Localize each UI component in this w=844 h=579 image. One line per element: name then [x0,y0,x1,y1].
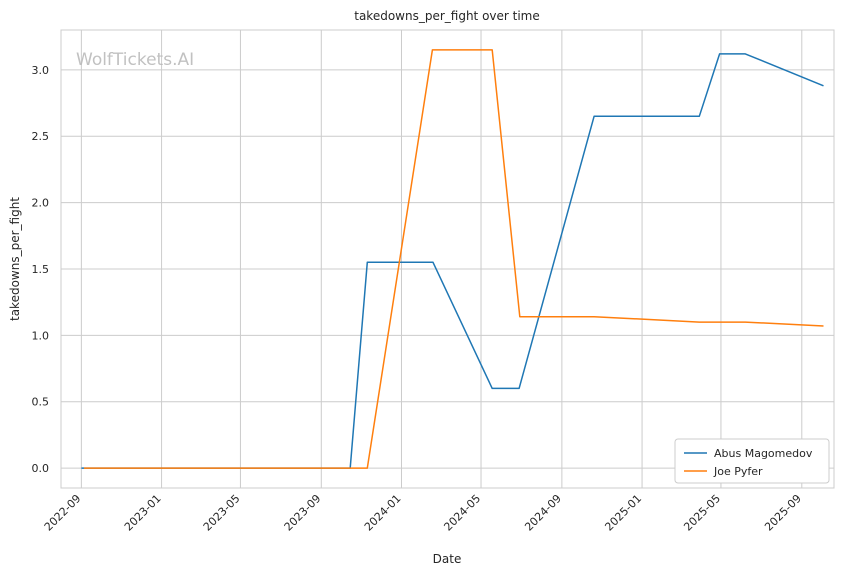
grid [61,30,834,488]
y-tick-label: 0.0 [32,462,50,475]
series-line-abus-magomedov [81,53,824,469]
x-axis-label: Date [433,552,462,566]
watermark: WolfTickets.AI [76,50,194,70]
y-tick-label: 1.0 [32,329,50,342]
legend-label-joe-pyfer: Joe Pyfer [713,465,763,478]
y-tick-label: 0.5 [32,396,50,409]
legend-box [674,438,830,484]
y-tick-label: 3.0 [32,64,50,77]
chart-title: takedowns_per_fight over time [354,9,540,23]
y-tick-label: 2.5 [32,130,50,143]
series-line-joe-pyfer [84,49,824,469]
plot-area-frame [60,29,835,489]
legend-label-abus-magomedov: Abus Magomedov [714,447,813,460]
y-axis-label: takedowns_per_fight [8,197,22,321]
y-tick-label: 1.5 [32,263,50,276]
y-tick-label: 2.0 [32,197,50,210]
series-layer [81,49,824,469]
legend: Abus Magomedov Joe Pyfer [674,438,830,484]
